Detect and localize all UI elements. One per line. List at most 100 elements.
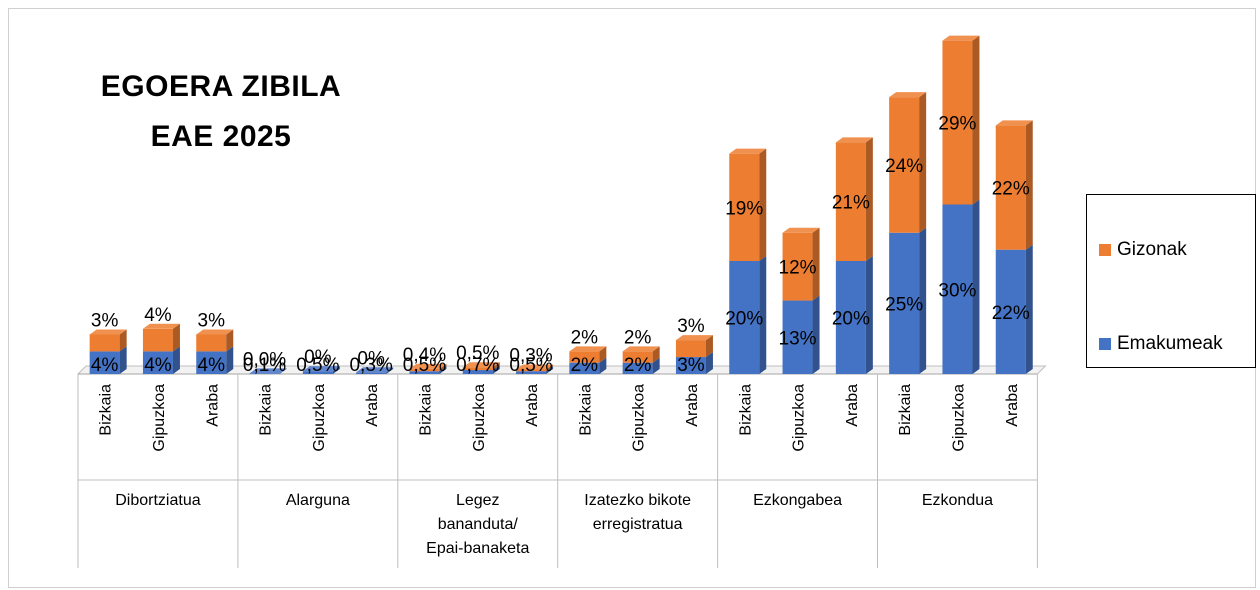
group-label: Ezkondua	[922, 492, 993, 509]
bar-emakumeak-side	[705, 352, 713, 374]
bar-emakumeak-side	[279, 368, 287, 374]
bar-emakumeak-side	[119, 346, 127, 374]
bar-emakumeak-side	[439, 366, 447, 374]
bar-top-face	[942, 35, 980, 41]
bar-emakumeak	[569, 362, 600, 374]
bar-emakumeak-side	[972, 199, 980, 374]
data-label-gizonak: 4%	[144, 305, 172, 326]
group-label: Alarguna	[286, 492, 350, 509]
category-tick-label: Bizkaia	[417, 384, 434, 436]
bar-gizonak-side	[1025, 120, 1033, 250]
bar-top-face	[249, 368, 287, 374]
data-label-gizonak: 3%	[677, 316, 705, 337]
bar-gizonak	[142, 328, 173, 352]
bar-emakumeak	[675, 357, 706, 374]
data-label-gizonak: 21%	[832, 193, 870, 214]
bar-gizonak-side	[705, 335, 713, 358]
bar-emakumeak	[409, 371, 440, 374]
bar-top-face	[889, 92, 927, 98]
bar-gizonak	[622, 351, 653, 363]
bar-emakumeak	[249, 373, 280, 374]
legend-swatch-emakumeak	[1099, 338, 1111, 350]
bar-emakumeak	[196, 351, 227, 374]
bar-emakumeak-side	[652, 357, 660, 374]
category-tick-label: Bizkaia	[258, 384, 275, 436]
category-tick-label: Araba	[204, 384, 221, 427]
category-tick-label: Gipuzkoa	[950, 384, 967, 452]
data-label-emakumeak: 30%	[938, 280, 976, 301]
group-label: erregistratua	[593, 516, 683, 533]
bar-emakumeak	[462, 370, 493, 374]
category-tick-label: Bizkaia	[98, 384, 115, 436]
bar-emakumeak	[782, 300, 813, 374]
bar-top-face	[995, 120, 1033, 126]
bar-top-face	[835, 137, 873, 143]
data-label-gizonak: 0,3%	[509, 345, 552, 366]
legend-item-emakumeak: Emakumeak	[1099, 333, 1223, 355]
bar-top-face	[142, 323, 180, 329]
bar-gizonak	[569, 351, 600, 363]
data-label-gizonak: 12%	[779, 258, 817, 279]
legend-swatch-gizonak	[1099, 244, 1111, 256]
bar-gizonak-side	[759, 148, 767, 261]
bar-emakumeak-side	[599, 357, 607, 374]
bar-emakumeak-side	[172, 346, 180, 374]
bar-top-face	[462, 362, 500, 368]
bar-top-face	[569, 346, 607, 352]
data-label-emakumeak: 13%	[779, 328, 817, 349]
bar-emakumeak-side	[546, 366, 554, 374]
legend-label-gizonak: Gizonak	[1117, 239, 1187, 260]
data-label-gizonak: 0,4%	[403, 345, 446, 366]
bar-gizonak-side	[972, 35, 980, 205]
bar-gizonak-side	[492, 362, 500, 371]
data-label-gizonak: 19%	[725, 198, 763, 219]
legend-label-emakumeak: Emakumeak	[1117, 333, 1223, 354]
data-label-emakumeak: 4%	[198, 355, 226, 376]
bar-gizonak	[889, 97, 920, 233]
group-label: Dibortziatua	[115, 492, 200, 509]
category-tick-label: Araba	[844, 384, 861, 427]
bar-gizonak-side	[865, 137, 873, 261]
bar-top-face	[409, 363, 447, 369]
data-label-emakumeak: 4%	[91, 355, 119, 376]
category-tick-label: Gipuzkoa	[151, 384, 168, 452]
data-label-emakumeak: 25%	[885, 294, 923, 315]
bar-gizonak	[942, 40, 973, 205]
category-tick-label: Araba	[684, 384, 701, 427]
bar-emakumeak	[942, 204, 973, 374]
bar-emakumeak	[729, 261, 760, 374]
bar-emakumeak-side	[759, 256, 767, 374]
bar-gizonak	[462, 367, 493, 371]
data-label-emakumeak: 0,5%	[296, 355, 339, 376]
bar-top-face	[516, 364, 554, 370]
legend: Gizonak Emakumeak	[1086, 194, 1256, 368]
bar-gizonak-side	[439, 363, 447, 372]
data-label-emakumeak: 0,3%	[349, 355, 392, 376]
category-tick-label: Araba	[524, 384, 541, 427]
category-tick-label: Bizkaia	[577, 384, 594, 436]
data-label-emakumeak: 22%	[992, 303, 1030, 324]
bar-top-face	[622, 346, 660, 352]
bar-top-face	[782, 227, 820, 233]
category-tick-label: Bizkaia	[737, 384, 754, 436]
data-label-emakumeak: 0,5%	[403, 355, 446, 376]
bar-emakumeak-side	[226, 346, 234, 374]
category-tick-label: Gipuzkoa	[311, 384, 328, 452]
data-label-emakumeak: 0,7%	[456, 355, 499, 376]
bar-gizonak-side	[172, 323, 180, 352]
category-tick-label: Bizkaia	[897, 384, 914, 436]
bar-top-face	[302, 366, 340, 372]
bar-gizonak	[835, 142, 866, 261]
chart-title-line-2: EAE 2025	[150, 120, 292, 153]
bar-top-face	[196, 329, 234, 335]
bar-top-face	[675, 335, 713, 341]
bar-top-face	[89, 329, 127, 335]
bar-emakumeak	[516, 371, 547, 374]
data-label-emakumeak: 2%	[624, 355, 652, 376]
bar-emakumeak-side	[332, 366, 340, 374]
data-label-emakumeak: 4%	[144, 355, 172, 376]
bar-emakumeak	[89, 351, 120, 374]
bar-emakumeak	[995, 249, 1026, 374]
bar-emakumeak-side	[386, 367, 394, 374]
